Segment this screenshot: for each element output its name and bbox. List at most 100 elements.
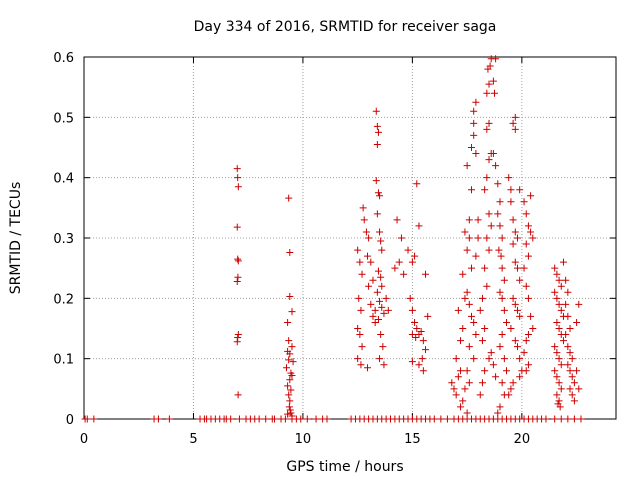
data-point xyxy=(391,264,399,272)
data-point xyxy=(513,306,521,314)
data-point xyxy=(233,165,241,173)
data-point xyxy=(262,415,270,423)
data-point xyxy=(472,150,480,158)
data-point xyxy=(373,140,381,148)
data-point xyxy=(498,264,506,272)
data-point xyxy=(476,306,484,314)
y-tick-label: 0.1 xyxy=(53,353,74,368)
data-point xyxy=(551,415,559,423)
data-point xyxy=(564,361,572,369)
data-point xyxy=(465,216,473,224)
data-point xyxy=(470,107,478,115)
data-point xyxy=(417,328,425,336)
data-point xyxy=(286,376,294,384)
data-point xyxy=(566,325,574,332)
data-point xyxy=(483,125,491,133)
data-point xyxy=(367,258,375,266)
data-point xyxy=(422,270,430,278)
data-point xyxy=(312,415,320,423)
data-point xyxy=(527,192,535,200)
data-point xyxy=(283,364,291,372)
data-point xyxy=(465,379,473,387)
data-point xyxy=(562,300,570,308)
data-point xyxy=(494,210,502,218)
data-point xyxy=(234,183,242,191)
y-tick-label: 0.2 xyxy=(53,292,74,307)
x-tick-label: 15 xyxy=(404,432,421,447)
data-point xyxy=(365,234,373,242)
data-point xyxy=(373,210,381,218)
data-point xyxy=(443,415,451,423)
data-point xyxy=(498,234,506,242)
data-point xyxy=(522,282,530,290)
data-point xyxy=(564,288,572,296)
data-point xyxy=(516,186,524,194)
data-point xyxy=(485,246,493,254)
data-point xyxy=(481,186,489,194)
data-point xyxy=(255,415,263,423)
data-point xyxy=(524,222,532,230)
data-point xyxy=(233,338,241,346)
data-point xyxy=(437,415,445,423)
data-point xyxy=(472,252,480,260)
data-point xyxy=(566,367,574,375)
data-point xyxy=(377,273,385,281)
data-point xyxy=(286,293,294,301)
data-point xyxy=(511,113,519,121)
data-point xyxy=(360,216,368,224)
data-point xyxy=(468,264,476,272)
data-point xyxy=(568,391,576,399)
data-point xyxy=(485,156,493,164)
data-point xyxy=(452,391,460,399)
x-tick-label: 5 xyxy=(189,432,197,447)
data-point xyxy=(513,343,521,351)
data-point xyxy=(354,325,362,332)
data-point xyxy=(284,318,292,326)
data-point xyxy=(551,367,559,375)
data-point xyxy=(511,125,519,133)
data-point xyxy=(376,355,384,363)
data-point xyxy=(490,89,498,97)
data-point xyxy=(516,373,524,381)
data-point xyxy=(463,288,471,296)
data-point xyxy=(498,331,506,339)
y-tick-label: 0 xyxy=(66,413,74,428)
data-point xyxy=(374,315,382,323)
data-point xyxy=(382,294,390,302)
data-point xyxy=(378,246,386,254)
data-point xyxy=(472,98,480,106)
data-point xyxy=(555,276,563,284)
data-point xyxy=(551,343,559,351)
data-point xyxy=(357,306,365,314)
data-point xyxy=(376,297,384,305)
data-point xyxy=(564,415,572,423)
data-point xyxy=(234,174,242,182)
data-point xyxy=(509,294,517,302)
data-point xyxy=(555,355,563,363)
data-point xyxy=(478,294,486,302)
data-point xyxy=(524,294,532,302)
data-point xyxy=(524,361,532,369)
chart-title: Day 334 of 2016, SRMTID for receiver sag… xyxy=(194,19,497,35)
data-point xyxy=(487,349,495,357)
data-point xyxy=(487,222,495,230)
data-point xyxy=(468,312,476,320)
data-point xyxy=(463,246,471,254)
data-point xyxy=(323,415,331,423)
data-point xyxy=(566,349,574,357)
data-point xyxy=(408,306,416,314)
data-point xyxy=(553,391,561,399)
data-point xyxy=(457,337,465,345)
data-point xyxy=(393,216,401,224)
axis-ticks: 0 0.1 0.2 0.3 0.4 0.5 0.6 0 5 10 15 20 xyxy=(53,51,616,447)
data-point xyxy=(83,415,91,423)
data-point xyxy=(286,248,294,256)
data-point xyxy=(559,258,567,266)
data-point xyxy=(527,312,535,320)
data-point xyxy=(411,318,419,326)
data-point xyxy=(234,331,242,339)
data-point xyxy=(553,373,561,381)
data-point xyxy=(371,306,379,314)
data-point xyxy=(354,355,362,363)
data-point xyxy=(288,343,296,351)
